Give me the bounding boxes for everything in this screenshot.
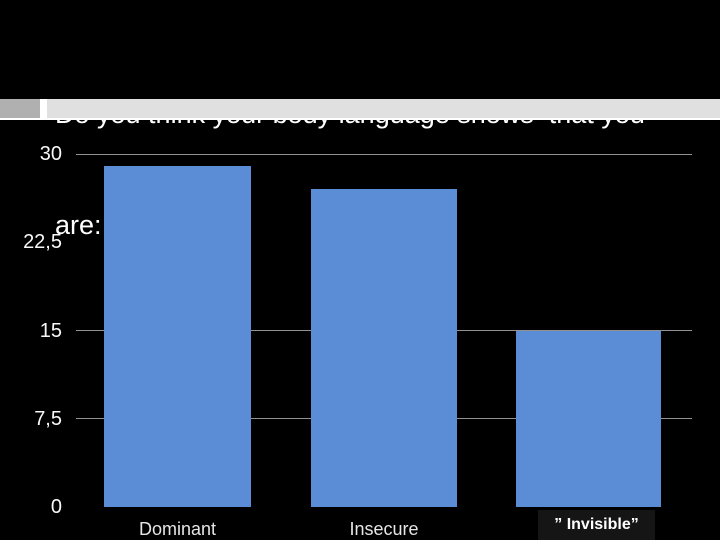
y-axis-tick-label: 30 <box>39 143 62 165</box>
gridline-30 <box>76 153 692 155</box>
slide-title-line-2: are: <box>55 210 102 240</box>
bar-insecure <box>311 189 457 507</box>
bar-dominant <box>104 165 251 507</box>
y-axis-tick-label: 22,5 <box>23 231 62 254</box>
x-axis-category-label: Insecure <box>349 519 419 539</box>
divider-bar <box>0 99 720 120</box>
bar-chart: 30 22,5 15 7,5 0 Dominant Insecure ” Invisible” <box>0 120 720 540</box>
y-axis-tick-label: 15 <box>39 319 62 342</box>
bar-invisible <box>516 330 661 507</box>
highlighted-category-label: ” Invisible” <box>538 510 655 540</box>
y-axis-tick-label: 0 <box>50 496 62 518</box>
x-axis-category-label: Dominant <box>138 519 217 539</box>
divider-band <box>47 99 720 118</box>
divider-left-block <box>0 99 40 118</box>
y-axis-tick-label: 7,5 <box>34 407 62 430</box>
